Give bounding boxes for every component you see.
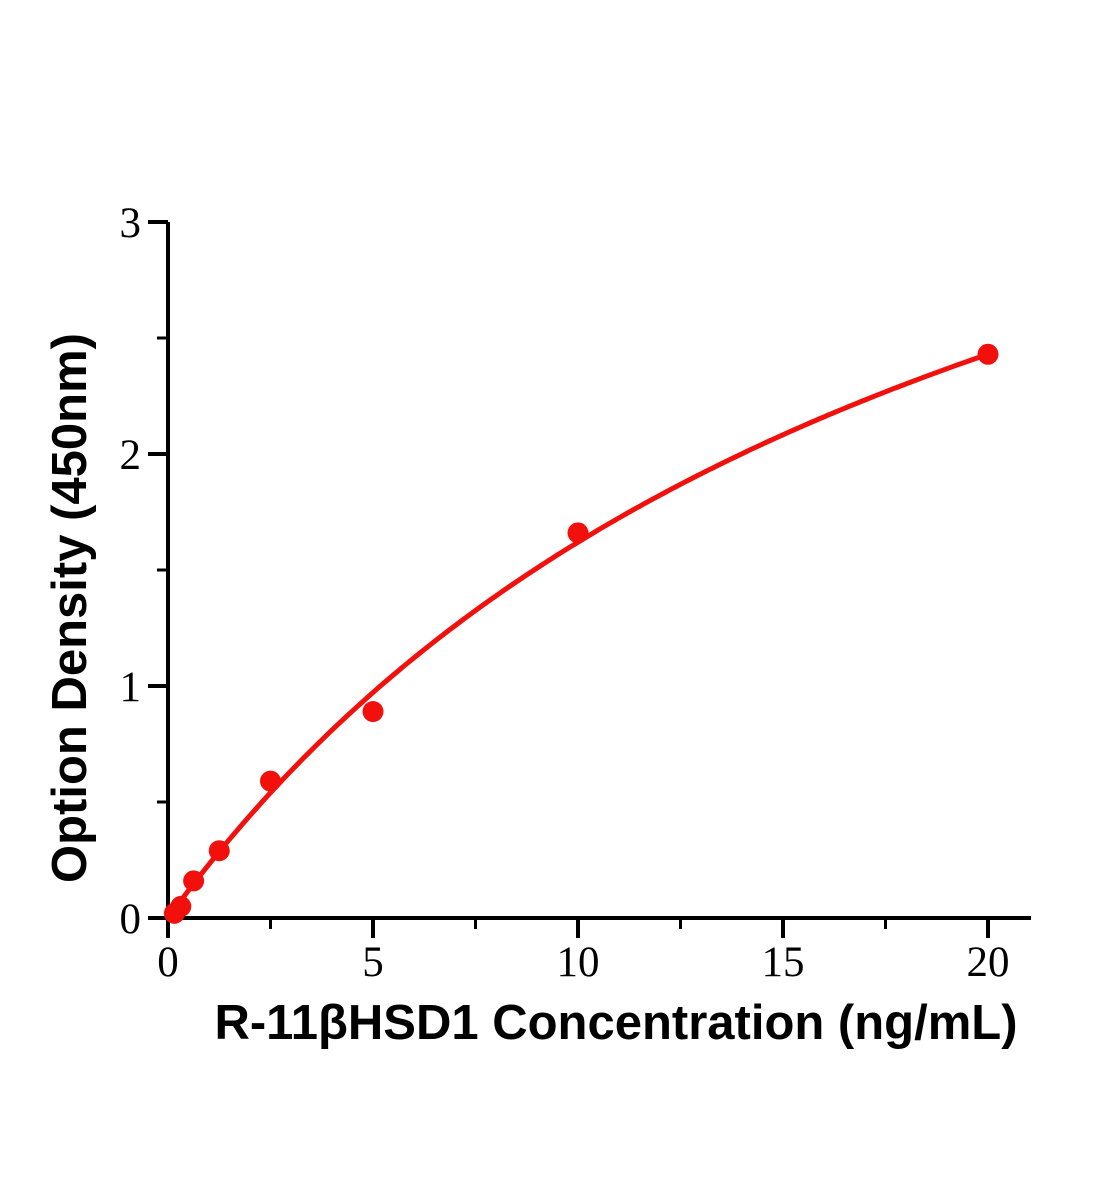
y-tick-label: 3 (120, 200, 142, 247)
x-tick-label: 10 (557, 939, 600, 986)
x-axis-title: R-11βHSD1 Concentration (ng/mL) (214, 996, 1018, 1050)
data-point (170, 895, 192, 917)
x-tick-label: 20 (967, 939, 1010, 986)
x-tick-label: 15 (762, 939, 805, 986)
data-point (183, 870, 205, 892)
x-tick-label: 0 (157, 939, 179, 986)
data-point (208, 840, 230, 862)
data-point (260, 770, 281, 792)
y-tick-label: 0 (120, 896, 142, 943)
y-axis-title: Option Density (450nm) (43, 333, 97, 883)
data-point (977, 343, 999, 365)
data-point (567, 522, 589, 544)
fit-curve (165, 351, 991, 921)
data-point (362, 701, 384, 723)
x-tick-label: 5 (362, 939, 384, 986)
y-tick-label: 1 (120, 664, 142, 711)
y-tick-label: 2 (120, 432, 142, 479)
